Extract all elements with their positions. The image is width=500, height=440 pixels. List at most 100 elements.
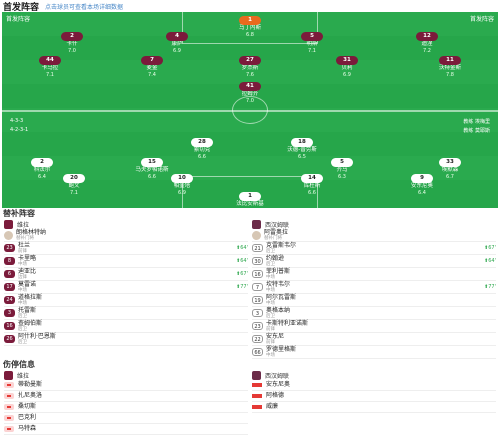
player-rating: 7.2 xyxy=(423,48,431,54)
jersey-icon: 5 xyxy=(301,32,323,41)
subs-header: 替补阵容 xyxy=(0,208,500,219)
away-player[interactable]: 10 帕奎塔 6.9 xyxy=(156,174,208,196)
sub-row[interactable]: 3 托雷斯 后卫 xyxy=(4,307,248,320)
sub-row[interactable]: 24 道格拉斯 中场 xyxy=(4,294,248,307)
injury-row[interactable]: 桑切斯 xyxy=(4,402,248,413)
home-player[interactable]: 5 明斯 7.1 xyxy=(286,32,338,54)
injured-player: 安东尼奥 xyxy=(266,381,291,388)
home-player[interactable]: 12 迪涅 7.2 xyxy=(401,32,453,54)
sub-row[interactable]: 8 卡里略 中场 ⬆64' xyxy=(4,255,248,268)
away-player[interactable]: 18 沃德-普劳斯 6.5 xyxy=(276,138,328,160)
away-player[interactable]: 20 鲍文 7.1 xyxy=(48,174,100,196)
home-formation: 4-3-3 xyxy=(10,118,24,124)
jersey-icon: 27 xyxy=(239,56,261,65)
injuries-header: 伤停信息 xyxy=(0,359,500,370)
away-player[interactable]: 9 安东尼奥 6.4 xyxy=(396,174,448,196)
injury-icon xyxy=(4,382,14,388)
injury-row[interactable]: 蒂勒曼斯 xyxy=(4,380,248,391)
shirt-number: 6 xyxy=(4,270,15,278)
away-injuries: 西汉姆联 安东尼奥 阿格德 威廉 xyxy=(250,370,498,435)
sub-row[interactable]: 19 阿尔瓦雷斯 中场 xyxy=(252,294,496,307)
sub-position: 前锋 xyxy=(18,248,27,254)
away-player[interactable]: 1法比安斯基6.5 xyxy=(224,192,276,208)
player-rating: 7.4 xyxy=(148,72,156,78)
sub-row[interactable]: 阿雷奥拉 替补门将 xyxy=(252,229,496,242)
injury-row[interactable]: 威廉 xyxy=(252,402,496,413)
sub-row[interactable]: 3 奥格本纳 后卫 xyxy=(252,307,496,320)
home-player[interactable]: 2 卡什 7.0 xyxy=(46,32,98,54)
sub-row[interactable]: 16 菲利普斯 中场 xyxy=(252,268,496,281)
injury-row[interactable]: 阿格德 xyxy=(252,391,496,402)
sub-row[interactable]: 30 约翰逊 后卫 ⬆64' xyxy=(252,255,496,268)
home-player[interactable]: 4 康萨 6.9 xyxy=(151,32,203,54)
shirt-number: 7 xyxy=(252,283,263,291)
shirt-number: 26 xyxy=(4,335,15,343)
sub-row[interactable]: 66 罗德里格斯 中场 xyxy=(252,346,496,359)
home-player[interactable]: 1 马丁内斯 6.8 xyxy=(224,16,276,38)
sub-position: 中场 xyxy=(18,261,27,267)
sub-position: 后卫 xyxy=(18,313,27,319)
sub-row[interactable]: 6 迪亚比 边锋 ⬆67' xyxy=(4,268,248,281)
home-crest-icon xyxy=(4,370,13,380)
jersey-icon: 14 xyxy=(301,174,323,183)
injury-row[interactable]: 安东尼奥 xyxy=(252,380,496,391)
injury-icon xyxy=(252,394,262,398)
jersey-icon: 1 xyxy=(239,16,261,25)
sub-name: 卡里略 xyxy=(18,254,37,262)
player-name: 帕奎塔 xyxy=(173,183,191,189)
home-player[interactable]: 41 拉姆齐 7.0 xyxy=(224,82,276,104)
sub-position: 替补门将 xyxy=(16,235,34,241)
away-player[interactable]: 2 科法尔 6.4 xyxy=(16,158,68,180)
injury-row[interactable]: 扎尼奥洛 xyxy=(4,391,248,402)
home-player[interactable]: 11 沃特金斯 7.8 xyxy=(424,56,476,78)
sub-row[interactable]: 22 安东尼 前锋 xyxy=(252,333,496,346)
jersey-icon: 1 xyxy=(239,192,261,201)
player-rating: 6.7 xyxy=(446,174,454,180)
jersey-icon: 7 xyxy=(141,56,163,65)
sub-row[interactable]: 23 杜兰 前锋 ⬆64' xyxy=(4,242,248,255)
shirt-number: 24 xyxy=(4,296,15,304)
sub-row[interactable]: 23 卡斯特利亚诺斯 前锋 xyxy=(252,320,496,333)
sub-row[interactable]: 16 查姆伯斯 后卫 xyxy=(4,320,248,333)
injured-player: 威廉 xyxy=(266,403,279,410)
sub-row[interactable]: 21 克雷斯韦尔 后卫 ⬆67' xyxy=(252,242,496,255)
away-player[interactable]: 33 埃默森 6.7 xyxy=(424,158,476,180)
player-name: 拉姆齐 xyxy=(241,91,259,97)
sub-position: 边锋 xyxy=(18,274,27,280)
jersey-icon: 5 xyxy=(331,158,353,167)
shirt-number: 19 xyxy=(252,296,263,304)
player-name: 库杜斯 xyxy=(303,183,321,189)
away-player[interactable]: 14 库杜斯 6.6 xyxy=(286,174,338,196)
home-player[interactable]: 44 卡马拉 7.1 xyxy=(24,56,76,78)
sub-row[interactable]: 26 阿什利·巴恩斯 后卫 xyxy=(4,333,248,346)
sub-position: 后卫 xyxy=(18,326,27,332)
home-player[interactable]: 7 麦金 7.4 xyxy=(126,56,178,78)
injury-row[interactable]: 马特森 xyxy=(4,424,248,435)
home-team-name: 维拉 xyxy=(17,221,30,229)
sub-row[interactable]: 17 莫雷诺 中场 ⬆77' xyxy=(4,281,248,294)
sub-name: 阿雷奥拉 xyxy=(264,228,289,236)
sub-position: 中场 xyxy=(18,287,27,293)
away-player[interactable]: 5 齐马 6.3 xyxy=(316,158,368,180)
player-name: 罗杰斯 xyxy=(241,65,259,71)
player-name: 康萨 xyxy=(171,41,183,47)
sub-row[interactable]: 7 坎特韦尔 中场 ⬆77' xyxy=(252,281,496,294)
sub-row[interactable]: 朗格林特纳 替补门将 xyxy=(4,229,248,242)
sub-name: 安东尼 xyxy=(266,332,285,340)
sub-position: 后卫 xyxy=(18,339,27,345)
away-player[interactable]: 15 马夫罗帕诺斯 6.6 xyxy=(126,158,178,180)
player-rating: 6.6 xyxy=(198,154,206,160)
jersey-icon: 15 xyxy=(141,158,163,167)
jersey-icon: 31 xyxy=(336,56,358,65)
away-player[interactable]: 28 索切克 6.6 xyxy=(176,138,228,160)
jersey-icon: 18 xyxy=(291,138,313,147)
home-player[interactable]: 31 贝利 6.9 xyxy=(321,56,373,78)
subs-title: 替补阵容 xyxy=(3,209,35,218)
injury-row[interactable]: 巴克利 xyxy=(4,413,248,424)
shirt-number: 3 xyxy=(4,309,15,317)
player-rating: 7.6 xyxy=(246,72,254,78)
pitch: 首发阵容 首发阵容 1 马丁内斯 6.8 2 卡什 7.0 4 康萨 6.9 5 明斯 7.1 12 迪涅… xyxy=(2,12,498,208)
injury-icon xyxy=(4,426,14,432)
home-player[interactable]: 27 罗杰斯 7.6 xyxy=(224,56,276,78)
home-injuries: 维拉 蒂勒曼斯 扎尼奥洛 桑切斯 巴克利 马特森 xyxy=(2,370,250,435)
